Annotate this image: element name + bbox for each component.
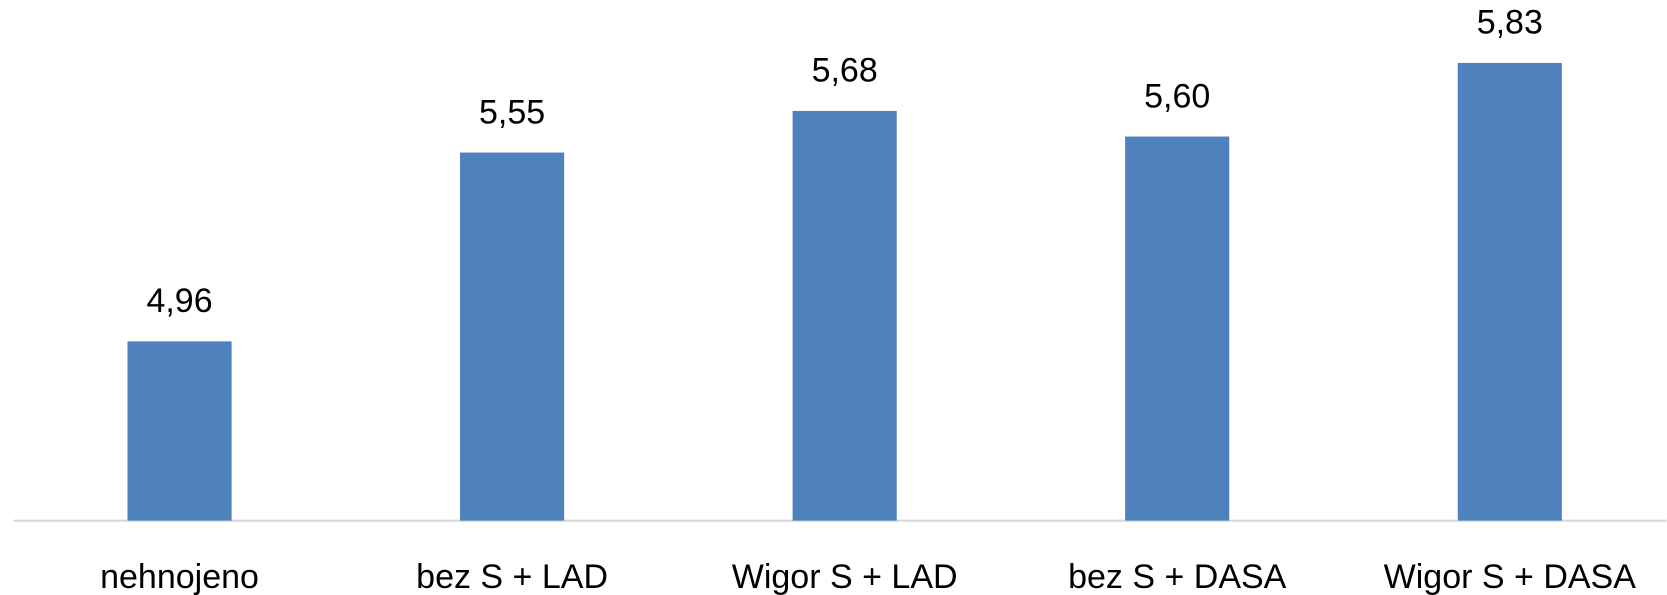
x-tick-label: nehnojeno (100, 558, 259, 595)
x-tick-label: Wigor S + LAD (732, 558, 958, 595)
bar (127, 341, 232, 521)
value-label: 4,96 (146, 282, 212, 320)
bar (460, 152, 565, 521)
x-tick-label: bez S + DASA (1068, 558, 1287, 595)
x-tick-label: bez S + LAD (416, 558, 608, 595)
value-label: 5,68 (812, 52, 878, 90)
bar (792, 110, 897, 521)
x-tick-label: Wigor S + DASA (1384, 558, 1637, 595)
bar (1457, 62, 1562, 521)
value-label: 5,60 (1144, 77, 1210, 115)
value-label: 5,55 (479, 93, 545, 131)
bar (1125, 136, 1230, 521)
value-label: 5,83 (1477, 4, 1543, 42)
